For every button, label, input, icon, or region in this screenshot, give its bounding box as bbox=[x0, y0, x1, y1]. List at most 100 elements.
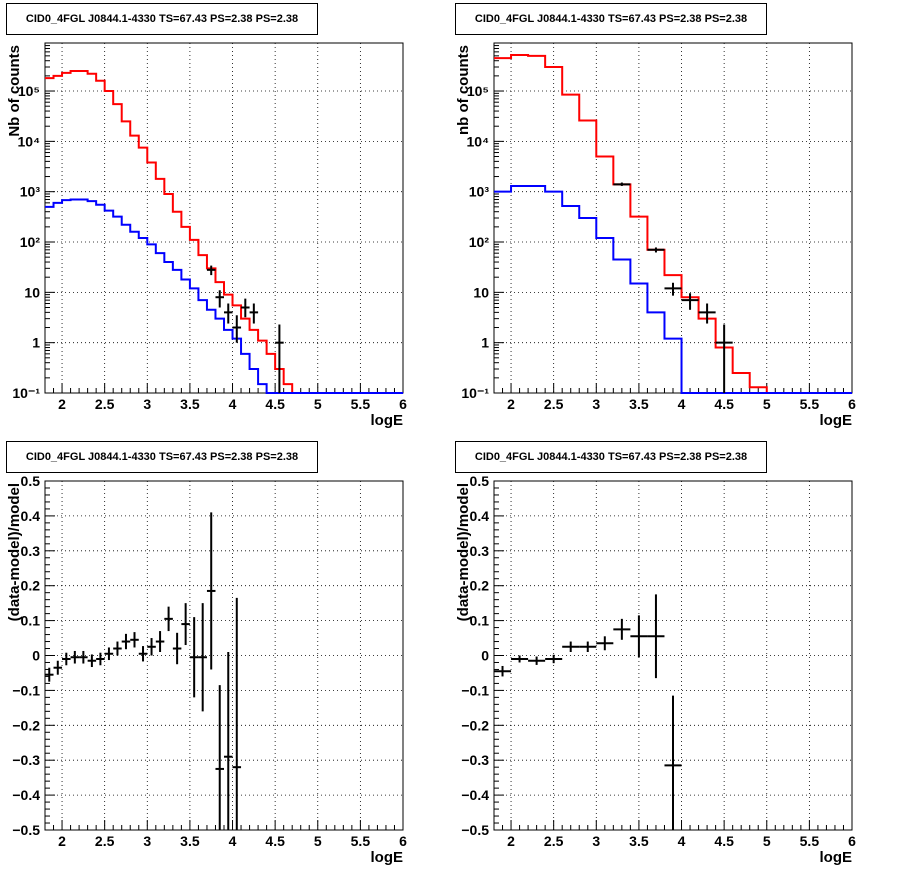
data-point bbox=[147, 638, 156, 656]
x-tick-label: 4.5 bbox=[265, 396, 285, 412]
data-point bbox=[664, 282, 682, 296]
x-tick-label: 5.5 bbox=[351, 396, 371, 412]
data-point bbox=[545, 654, 563, 664]
y-tick-label: 0.1 bbox=[21, 613, 41, 629]
x-tick-label: 4.5 bbox=[714, 396, 734, 412]
y-tick-label: 10⁴ bbox=[467, 133, 490, 149]
x-tick-label: 4 bbox=[229, 833, 237, 849]
y-tick-label: 10⁴ bbox=[18, 133, 41, 149]
y-axis-title: nb of counts bbox=[455, 45, 472, 135]
chart-title: CID0_4FGL J0844.1-4330 TS=67.43 PS=2.38 … bbox=[6, 3, 318, 35]
x-tick-label: 4 bbox=[229, 396, 237, 412]
y-tick-label: 10 bbox=[473, 284, 489, 300]
data-point bbox=[249, 303, 259, 324]
histogram-line bbox=[494, 53, 853, 394]
data-point bbox=[681, 293, 699, 310]
data-point bbox=[155, 631, 165, 653]
data-point bbox=[715, 324, 733, 393]
x-tick-label: 5.5 bbox=[800, 396, 820, 412]
data-point bbox=[613, 618, 631, 640]
y-tick-label: 10³ bbox=[469, 184, 490, 200]
y-tick-label: 0 bbox=[481, 648, 489, 664]
data-point bbox=[613, 182, 631, 186]
x-tick-label: 4.5 bbox=[265, 833, 285, 849]
x-tick-label: 2.5 bbox=[95, 396, 115, 412]
y-tick-label: 0.4 bbox=[21, 508, 41, 524]
data-point bbox=[138, 646, 148, 662]
data-point bbox=[241, 298, 250, 318]
y-tick-label: 0.2 bbox=[21, 578, 41, 594]
data-point bbox=[164, 606, 173, 632]
plot-frame bbox=[493, 42, 853, 394]
data-point bbox=[215, 290, 224, 308]
x-tick-label: 3 bbox=[592, 833, 600, 849]
x-tick-label: 3 bbox=[143, 396, 151, 412]
data-point bbox=[494, 665, 512, 677]
plot-frame bbox=[44, 42, 404, 394]
x-tick-label: 2 bbox=[507, 396, 515, 412]
x-tick-label: 2 bbox=[58, 396, 66, 412]
x-tick-label: 2.5 bbox=[544, 396, 564, 412]
data-point bbox=[45, 667, 54, 682]
y-tick-label: −0.4 bbox=[461, 787, 489, 803]
data-point bbox=[275, 324, 284, 393]
x-tick-label: 5.5 bbox=[351, 833, 371, 849]
data-point bbox=[232, 315, 242, 343]
y-tick-label: −0.4 bbox=[12, 787, 40, 803]
data-point bbox=[206, 265, 216, 276]
x-tick-label: 4 bbox=[678, 833, 686, 849]
data-point bbox=[87, 654, 97, 668]
y-axis-title: (data-model)/model bbox=[6, 483, 23, 621]
data-point bbox=[596, 636, 614, 651]
x-tick-label: 3 bbox=[592, 396, 600, 412]
y-tick-label: 0.3 bbox=[21, 543, 41, 559]
data-point bbox=[198, 603, 207, 712]
x-tick-label: 2.5 bbox=[544, 833, 564, 849]
data-point bbox=[698, 303, 716, 324]
y-tick-label: −0.2 bbox=[12, 717, 40, 733]
data-point bbox=[528, 656, 546, 665]
x-tick-label: 4 bbox=[678, 396, 686, 412]
y-tick-label: 0.5 bbox=[21, 473, 41, 489]
x-tick-label: 6 bbox=[399, 396, 407, 412]
y-tick-label: 0.5 bbox=[470, 473, 490, 489]
data-point bbox=[579, 641, 597, 653]
y-tick-label: −0.3 bbox=[461, 752, 489, 768]
data-point bbox=[104, 647, 114, 661]
y-tick-label: −0.1 bbox=[12, 682, 40, 698]
x-tick-label: 2 bbox=[507, 833, 515, 849]
y-tick-label: −0.1 bbox=[461, 682, 489, 698]
data-point bbox=[215, 685, 224, 830]
x-tick-label: 4.5 bbox=[714, 833, 734, 849]
data-point bbox=[232, 597, 242, 830]
x-tick-label: 2 bbox=[58, 833, 66, 849]
data-point bbox=[70, 650, 80, 664]
data-point bbox=[189, 617, 199, 698]
y-tick-label: 10 bbox=[24, 284, 40, 300]
x-tick-label: 5 bbox=[314, 833, 322, 849]
data-point bbox=[224, 303, 233, 324]
y-tick-label: −0.2 bbox=[461, 717, 489, 733]
y-tick-label: 10⁵ bbox=[467, 83, 489, 99]
data-point bbox=[181, 603, 190, 646]
y-tick-label: 10⁻¹ bbox=[461, 385, 489, 401]
x-tick-label: 6 bbox=[848, 833, 856, 849]
data-point bbox=[96, 652, 105, 666]
x-axis-title: logE bbox=[371, 849, 404, 866]
x-tick-label: 5 bbox=[314, 396, 322, 412]
x-axis-title: logE bbox=[371, 412, 404, 429]
data-point bbox=[79, 650, 88, 664]
x-tick-label: 3.5 bbox=[629, 396, 649, 412]
y-tick-label: 1 bbox=[481, 335, 489, 351]
y-tick-label: 1 bbox=[32, 335, 40, 351]
data-point bbox=[130, 632, 139, 648]
data-point bbox=[172, 632, 182, 665]
y-tick-label: −0.5 bbox=[12, 822, 40, 838]
y-axis-title: Nb of counts bbox=[6, 45, 23, 137]
data-point bbox=[121, 633, 131, 650]
x-axis-title: logE bbox=[820, 849, 853, 866]
y-tick-label: −0.5 bbox=[461, 822, 489, 838]
x-tick-label: 3.5 bbox=[180, 396, 200, 412]
data-point bbox=[511, 655, 529, 663]
